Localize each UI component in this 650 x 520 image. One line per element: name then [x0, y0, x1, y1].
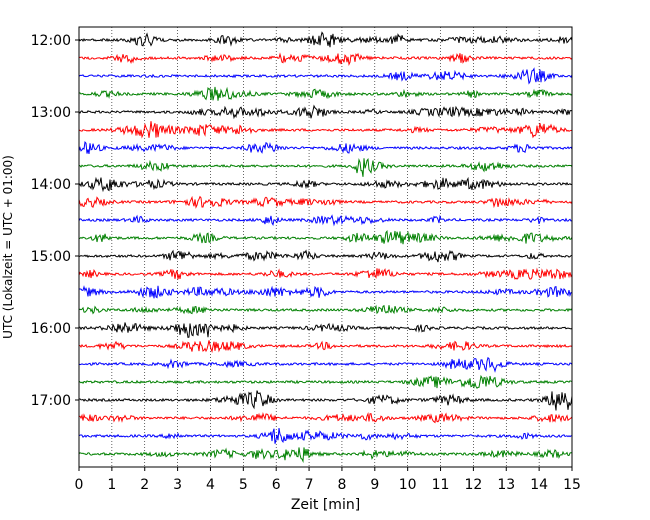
trace-1500	[78, 249, 573, 263]
plot-frame	[78, 26, 573, 468]
trace-1315	[78, 121, 573, 139]
x-tick-label: 1	[107, 477, 116, 493]
x-tick-label: 15	[563, 477, 581, 493]
y-axis-label: UTC (Lokalzeit = UTC + 01:00)	[1, 155, 15, 339]
trace-1300	[78, 104, 573, 120]
x-axis-label: Zeit [min]	[291, 497, 360, 513]
x-tick-label: 12	[464, 477, 482, 493]
x-tick-label: 0	[75, 477, 84, 493]
y-tick-label: 15:00	[31, 249, 71, 265]
x-tick-label: 2	[140, 477, 149, 493]
trace-1415	[78, 195, 573, 209]
trace-1700	[78, 390, 573, 411]
trace-1215	[78, 52, 573, 66]
trace-1745	[78, 447, 573, 464]
x-tick-label: 3	[173, 477, 182, 493]
y-tick-label: 16:00	[31, 321, 71, 337]
trace-1330	[78, 141, 573, 155]
x-tick-label: 8	[337, 477, 346, 493]
trace-1345	[78, 157, 573, 177]
trace-1730	[78, 427, 573, 444]
x-tick-label: 10	[399, 477, 417, 493]
y-tick-label: 13:00	[31, 105, 71, 121]
x-tick-label: 5	[239, 477, 248, 493]
trace-1245	[78, 86, 573, 101]
x-tick-label: 11	[432, 477, 450, 493]
trace-1515	[78, 267, 573, 280]
y-tick-label: 14:00	[31, 177, 71, 193]
y-tick-label: 12:00	[31, 33, 71, 49]
trace-1630	[78, 356, 573, 373]
trace-1615	[78, 340, 573, 353]
seismogram-traces	[78, 31, 573, 464]
grid-lines	[111, 27, 540, 467]
x-axis-ticks: 0 1 2 3 4 5 6 7 8 9 10 11 12 13 14 15	[75, 467, 581, 493]
x-tick-label: 7	[305, 477, 314, 493]
x-tick-label: 6	[272, 477, 281, 493]
trace-1400	[78, 176, 573, 193]
trace-1230	[78, 67, 573, 85]
trace-1645	[78, 374, 573, 389]
x-tick-label: 9	[370, 477, 379, 493]
trace-1545	[78, 304, 573, 315]
trace-1530	[79, 285, 573, 299]
trace-1200	[78, 31, 573, 48]
y-tick-label: 17:00	[31, 393, 71, 409]
y-axis-ticks: 12:00 13:00 14:00 15:00 16:00 17:00	[31, 33, 79, 409]
trace-1715	[78, 412, 573, 424]
trace-1600	[78, 322, 573, 339]
x-tick-label: 4	[206, 477, 215, 493]
trace-1445	[78, 230, 573, 245]
x-tick-label: 13	[497, 477, 515, 493]
trace-1430	[78, 214, 573, 227]
x-tick-label: 14	[530, 477, 548, 493]
